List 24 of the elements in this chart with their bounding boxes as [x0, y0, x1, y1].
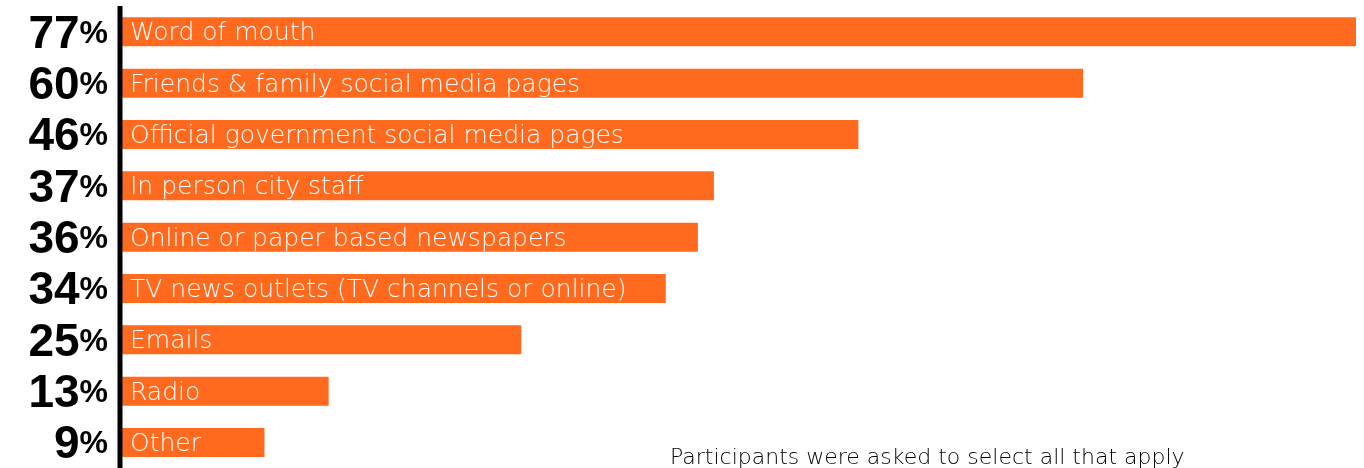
bar [120, 68, 1084, 98]
y-tick-label: Word of mouth [130, 17, 316, 47]
data-label: 25% [28, 313, 108, 366]
annotation: Participants were asked to select all that apply [670, 444, 1185, 468]
data-label: 37% [28, 159, 108, 212]
data-label: 46% [28, 108, 108, 161]
y-tick-label: TV news outlets (TV channels or online) [130, 273, 627, 303]
bar [120, 325, 522, 355]
bar [120, 17, 1356, 47]
data-label: 13% [28, 365, 108, 418]
data-label: 60% [28, 57, 108, 110]
y-tick-label: Official government social media pages [130, 119, 624, 149]
bar [120, 171, 714, 201]
y-tick-label: Radio [130, 376, 201, 406]
y-tick-label: In person city staff [130, 171, 365, 201]
data-label: 36% [28, 211, 108, 264]
y-tick-label: Other [130, 427, 202, 457]
bar [120, 376, 329, 406]
y-tick-label: Friends & family social media pages [130, 68, 581, 98]
y-tick-label: Emails [130, 325, 213, 355]
data-label: 77% [28, 5, 108, 58]
data-label: 34% [28, 262, 108, 315]
data-label: 9% [53, 416, 108, 468]
y-tick-label: Online or paper based newspapers [130, 222, 567, 252]
